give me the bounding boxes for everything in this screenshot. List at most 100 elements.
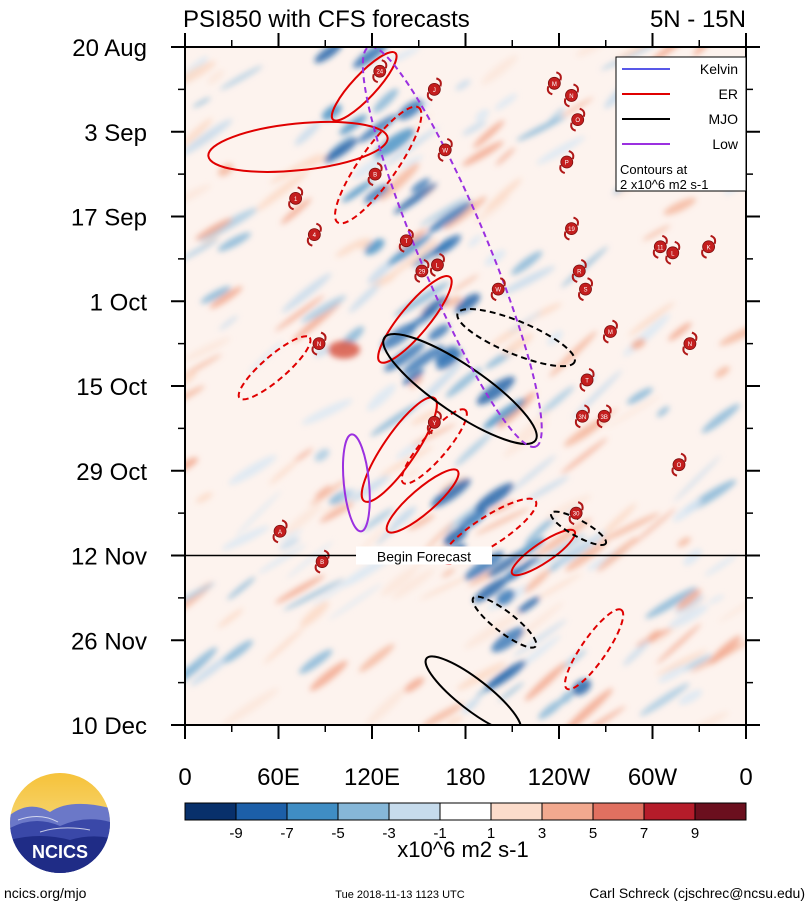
storm-marker: 1 xyxy=(288,186,304,211)
storm-marker-label: L xyxy=(436,263,440,269)
storm-marker-label: 3B xyxy=(601,415,608,421)
storm-marker-label: M xyxy=(552,82,557,88)
storm-marker-label: 29 xyxy=(419,269,426,275)
contour-er xyxy=(377,275,453,364)
colorbar-swatch xyxy=(439,802,492,821)
storm-marker-label: 4 xyxy=(313,233,317,239)
storm-marker-label: W xyxy=(442,148,448,154)
legend-label-kelvin: Kelvin xyxy=(700,61,738,77)
storm-marker: W xyxy=(490,277,506,302)
colorbar-swatch xyxy=(184,802,237,821)
storm-marker-label: O xyxy=(677,463,682,469)
forecast-label: Begin Forecast xyxy=(377,549,471,565)
storm-marker-label: 30 xyxy=(573,512,580,518)
storm-marker: O xyxy=(570,107,586,132)
colorbar-label: -5 xyxy=(331,825,344,842)
storm-marker-label: B xyxy=(320,560,324,566)
storm-marker: J xyxy=(426,77,442,102)
storm-marker: M xyxy=(602,319,618,344)
storm-marker-label: T xyxy=(404,239,408,245)
storm-marker-label: Y xyxy=(432,421,436,427)
contour-er xyxy=(563,608,625,691)
storm-marker: T xyxy=(579,367,595,392)
storm-marker-label: B xyxy=(373,173,377,179)
storm-marker: W xyxy=(437,137,453,162)
storm-marker: R xyxy=(571,259,587,283)
colorbar-swatch xyxy=(286,802,339,821)
x-tick-label: 0 xyxy=(739,764,752,791)
storm-marker: S xyxy=(577,277,593,302)
storm-marker: A xyxy=(272,519,288,544)
legend-label-mjo: MJO xyxy=(708,111,738,127)
storm-marker: T xyxy=(398,228,414,253)
forecast-line-group: Begin Forecast xyxy=(185,546,746,565)
colorbar-label: -7 xyxy=(280,825,293,842)
legend-label-low: Low xyxy=(712,136,739,152)
colorbar-swatch xyxy=(388,802,441,821)
legend-note-line2: 2 x10^6 m2 s-1 xyxy=(620,177,708,192)
storm-marker-label: 11 xyxy=(657,245,664,251)
storm-marker-label: R xyxy=(577,269,582,275)
storm-marker: N xyxy=(682,331,698,356)
storm-marker-label: O xyxy=(575,118,580,124)
storm-markers: 24 J M N O B W P 1 19 4 T 11 L K 29 W R S L N M N T Y 3N 3B O 30 A B xyxy=(272,59,717,574)
colorbar-units: x10^6 m2 s-1 xyxy=(397,837,528,862)
contour-er xyxy=(330,51,398,122)
storm-marker: O xyxy=(671,452,687,477)
contours xyxy=(207,47,625,725)
y-tick-label: 10 Dec xyxy=(71,713,147,740)
x-tick-label: 120W xyxy=(528,764,591,791)
ncics-logo: NCICS xyxy=(10,773,110,873)
logo-text: NCICS xyxy=(32,842,88,862)
forecast-label-bg xyxy=(356,546,492,565)
x-tick-label: 60E xyxy=(257,764,300,791)
colorbar-label: -9 xyxy=(229,825,242,842)
y-tick-label: 29 Oct xyxy=(76,459,147,486)
chart-subtitle: 5N - 15N xyxy=(650,6,746,33)
storm-marker-label: 24 xyxy=(376,70,383,76)
storm-marker-label: N xyxy=(569,94,573,100)
colorbar-label: -3 xyxy=(382,825,395,842)
storm-marker: L xyxy=(665,240,681,265)
storm-marker: Y xyxy=(426,410,442,435)
storm-marker-label: 1 xyxy=(294,197,298,203)
contour-er xyxy=(385,468,460,534)
storm-marker: 4 xyxy=(306,222,322,247)
colorbar-swatch xyxy=(490,802,543,821)
storm-marker-label: M xyxy=(608,330,613,336)
colorbar-label: 7 xyxy=(640,825,648,842)
storm-marker: N xyxy=(563,83,579,108)
storm-marker: 3B xyxy=(596,404,612,429)
contour-er xyxy=(360,396,438,503)
colorbar-swatch xyxy=(694,802,747,821)
contour-er xyxy=(207,120,389,173)
storm-marker-label: 19 xyxy=(568,227,575,233)
storm-marker-label: N xyxy=(688,342,692,348)
colorbar-label: 1 xyxy=(487,825,495,842)
y-tick-label: 15 Oct xyxy=(76,374,147,401)
storm-marker: 29 xyxy=(414,259,430,283)
y-tick-label: 3 Sep xyxy=(84,120,147,147)
footer-right: Carl Schreck (cjschrec@ncsu.edu) xyxy=(589,885,805,901)
storm-marker: 24 xyxy=(372,59,388,84)
x-tick-label: 0 xyxy=(178,764,191,791)
storm-marker: 11 xyxy=(652,234,668,259)
legend: Kelvin ER MJO Low Contours at 2 x10^6 m2 s-… xyxy=(615,56,747,192)
contour-mjo xyxy=(471,595,538,649)
contour-er xyxy=(334,105,423,225)
footer-left: ncics.org/mjo xyxy=(4,885,87,901)
y-tick-label: 20 Aug xyxy=(72,35,147,62)
storm-marker: K xyxy=(701,234,717,259)
storm-marker: 19 xyxy=(563,216,579,241)
colorbar-swatch xyxy=(337,802,390,821)
y-tick-label: 12 Nov xyxy=(71,544,147,571)
storm-marker: 30 xyxy=(568,501,584,526)
storm-marker: 3N xyxy=(574,404,590,429)
colorbar-label: 3 xyxy=(538,825,546,842)
storm-marker-label: S xyxy=(583,288,587,294)
contour-low xyxy=(342,433,371,533)
colorbar-swatch xyxy=(592,802,645,821)
storm-marker-label: W xyxy=(495,288,501,294)
storm-marker: P xyxy=(559,150,575,174)
colorbar-swatch xyxy=(235,802,288,821)
